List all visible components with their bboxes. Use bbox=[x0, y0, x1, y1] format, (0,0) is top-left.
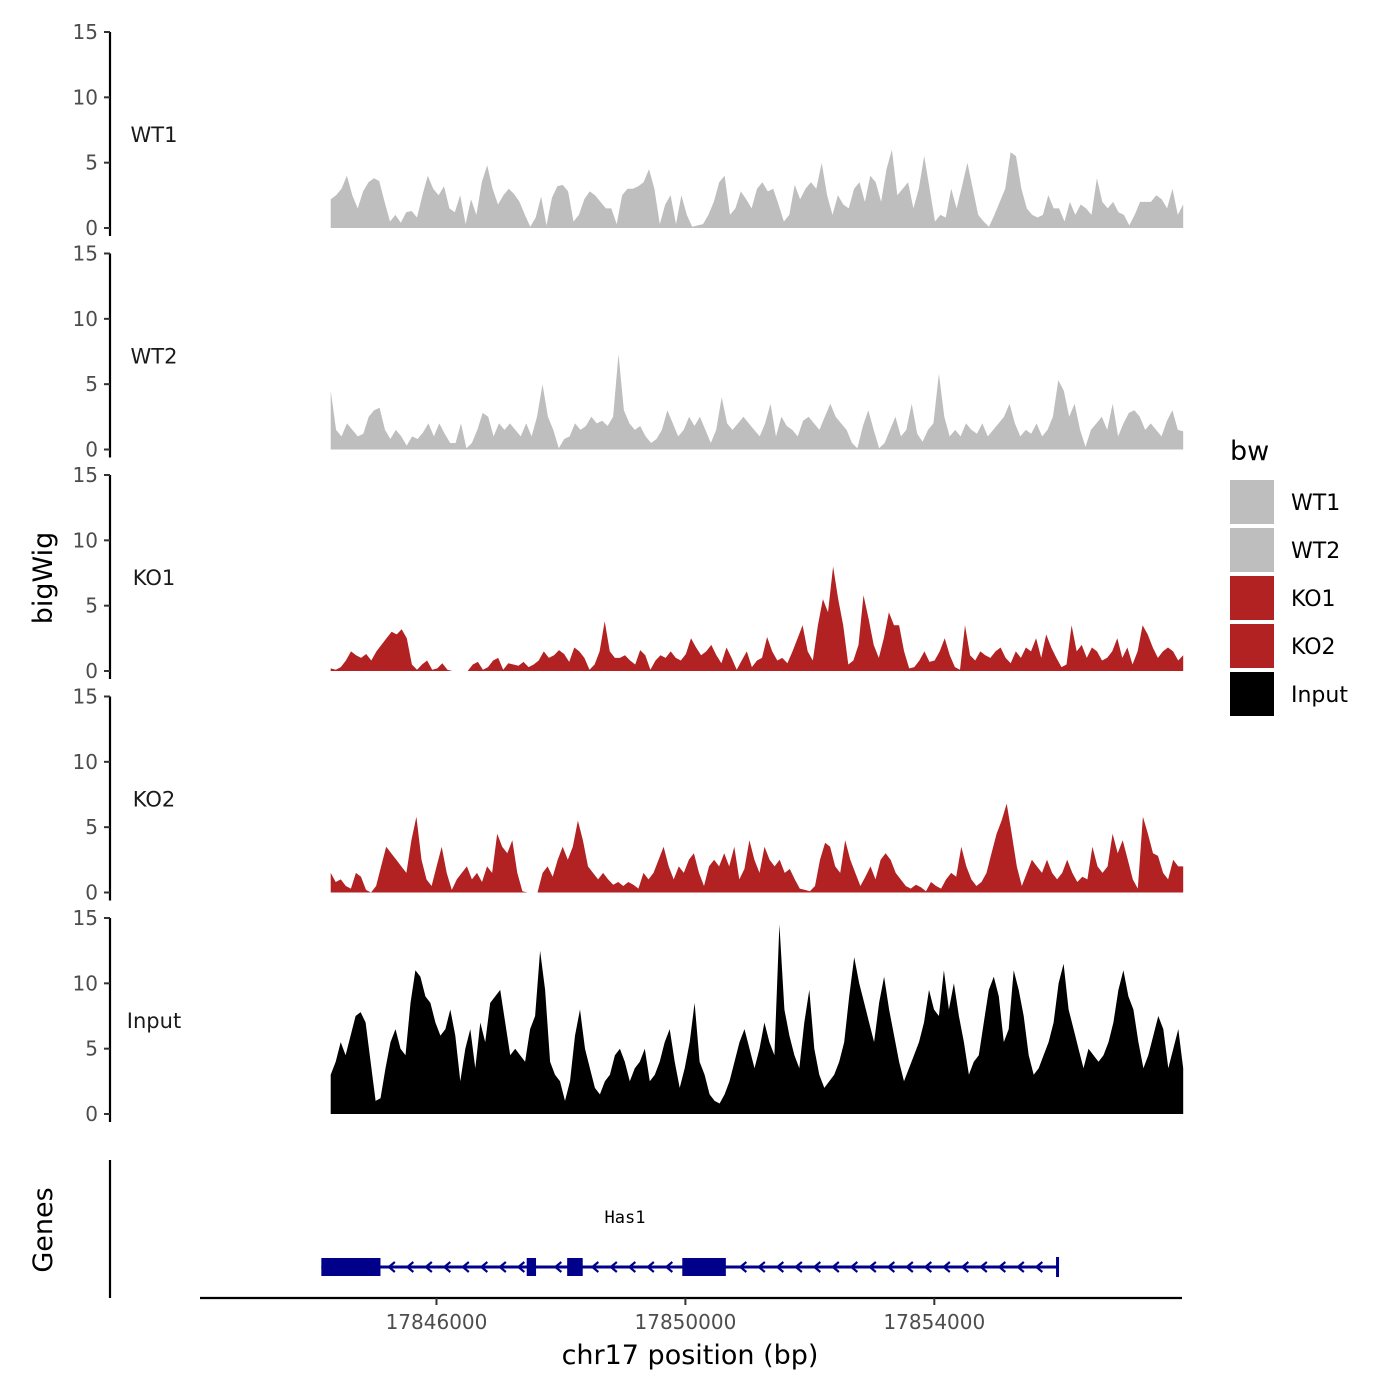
gene-label: Has1 bbox=[605, 1208, 646, 1228]
legend-key-ko1 bbox=[1230, 576, 1274, 620]
gene-track: Has1 bbox=[108, 1160, 1060, 1298]
strand-arrow bbox=[738, 1261, 748, 1273]
strand-arrow bbox=[775, 1261, 785, 1273]
strand-arrow bbox=[812, 1261, 822, 1273]
y-tick-label: 15 bbox=[73, 20, 98, 44]
genes-axis-title: Genes bbox=[28, 1187, 59, 1272]
track-label: WT1 bbox=[131, 123, 178, 147]
track-wt1: 0 5 10 15 WT1 bbox=[73, 20, 1184, 240]
strand-arrow bbox=[1034, 1261, 1044, 1273]
gene-exon bbox=[526, 1258, 537, 1276]
legend-label-wt1: WT1 bbox=[1291, 491, 1340, 516]
strand-arrow bbox=[794, 1261, 803, 1273]
signal-area-ko1 bbox=[330, 566, 1184, 671]
strand-arrow bbox=[646, 1261, 655, 1273]
strand-arrow bbox=[997, 1261, 1007, 1273]
strand-arrow bbox=[424, 1261, 433, 1273]
strand-arrow bbox=[609, 1261, 618, 1273]
y-tick-label: 0 bbox=[85, 1102, 98, 1126]
track-label: KO2 bbox=[133, 788, 176, 812]
y-tick-label: 10 bbox=[73, 528, 98, 552]
x-tick-label: 17850000 bbox=[635, 1310, 737, 1334]
y-tick-label: 10 bbox=[73, 307, 98, 331]
y-tick-label: 15 bbox=[73, 463, 98, 487]
strand-arrow bbox=[923, 1261, 933, 1273]
legend-key-input bbox=[1230, 672, 1274, 716]
legend-title: bw bbox=[1230, 436, 1269, 467]
strand-arrow bbox=[461, 1261, 470, 1273]
track-ko2: 0 5 10 15 KO2 bbox=[73, 685, 1184, 905]
strand-arrow bbox=[831, 1261, 840, 1273]
y-tick-label: 0 bbox=[85, 881, 98, 905]
y-axis-title: bigWig bbox=[28, 532, 59, 625]
legend-key-ko2 bbox=[1230, 624, 1274, 668]
y-tick-label: 15 bbox=[73, 242, 98, 266]
strand-arrow bbox=[516, 1261, 526, 1273]
y-tick-label: 5 bbox=[85, 815, 98, 839]
y-tick-label: 0 bbox=[85, 216, 98, 240]
y-tick-label: 15 bbox=[73, 906, 98, 930]
signal-area-wt1 bbox=[330, 149, 1184, 228]
track-ko1: 0 5 10 15 KO1 bbox=[73, 463, 1184, 683]
x-axis-title: chr17 position (bp) bbox=[562, 1340, 819, 1371]
legend: bw WT1 WT2 KO1 KO2 Input bbox=[1230, 436, 1348, 716]
gene-exon bbox=[567, 1258, 583, 1276]
legend-label-input: Input bbox=[1291, 683, 1348, 708]
strand-arrow bbox=[960, 1261, 970, 1273]
strand-arrow bbox=[868, 1261, 877, 1273]
track-label: Input bbox=[127, 1009, 181, 1033]
signal-area-ko2 bbox=[330, 803, 1184, 893]
strand-arrow bbox=[664, 1261, 674, 1273]
strand-arrow bbox=[979, 1261, 988, 1273]
x-axis: 17846000 17850000 17854000 bbox=[200, 1296, 1182, 1334]
legend-label-ko2: KO2 bbox=[1291, 635, 1336, 660]
y-tick-label: 10 bbox=[73, 85, 98, 109]
strand-arrow bbox=[498, 1261, 507, 1273]
legend-label-wt2: WT2 bbox=[1291, 539, 1340, 564]
strand-arrow bbox=[627, 1261, 637, 1273]
gene-exon bbox=[321, 1258, 381, 1276]
strand-arrow bbox=[479, 1261, 489, 1273]
track-label: KO1 bbox=[133, 566, 176, 590]
strand-arrow bbox=[886, 1261, 896, 1273]
strand-arrow bbox=[442, 1261, 452, 1273]
strand-arrow bbox=[387, 1261, 396, 1273]
legend-label-ko1: KO1 bbox=[1291, 587, 1336, 612]
y-tick-label: 5 bbox=[85, 372, 98, 396]
signal-area-input bbox=[330, 924, 1184, 1114]
strand-arrow bbox=[757, 1261, 766, 1273]
strand-arrow bbox=[1016, 1261, 1025, 1273]
y-tick-label: 0 bbox=[85, 438, 98, 462]
track-label: WT2 bbox=[131, 345, 178, 369]
x-tick-label: 17854000 bbox=[883, 1310, 985, 1334]
strand-arrow bbox=[405, 1261, 415, 1273]
track-wt2: 0 5 10 15 WT2 bbox=[73, 242, 1184, 462]
y-tick-label: 5 bbox=[85, 1037, 98, 1061]
y-tick-label: 10 bbox=[73, 750, 98, 774]
y-tick-label: 15 bbox=[73, 685, 98, 709]
y-tick-label: 10 bbox=[73, 971, 98, 995]
track-input: 0 5 10 15 Input bbox=[73, 906, 1184, 1126]
y-tick-label: 5 bbox=[85, 151, 98, 175]
strand-arrow bbox=[905, 1261, 914, 1273]
gene-exon bbox=[682, 1258, 726, 1276]
signal-area-wt2 bbox=[330, 354, 1184, 450]
legend-key-wt2 bbox=[1230, 528, 1274, 572]
strand-arrow bbox=[553, 1261, 563, 1273]
x-tick-label: 17846000 bbox=[386, 1310, 488, 1334]
y-tick-label: 5 bbox=[85, 594, 98, 618]
bigwig-tracks: 0 5 10 15 WT1 0 5 10 15 WT2 0 5 10 15 KO1 0 5 10 15 KO2 0 5 10… bbox=[73, 20, 1184, 1126]
strand-arrow bbox=[849, 1261, 859, 1273]
strand-arrow bbox=[590, 1261, 600, 1273]
legend-key-wt1 bbox=[1230, 480, 1274, 524]
strand-arrow bbox=[942, 1261, 951, 1273]
y-tick-label: 0 bbox=[85, 659, 98, 683]
